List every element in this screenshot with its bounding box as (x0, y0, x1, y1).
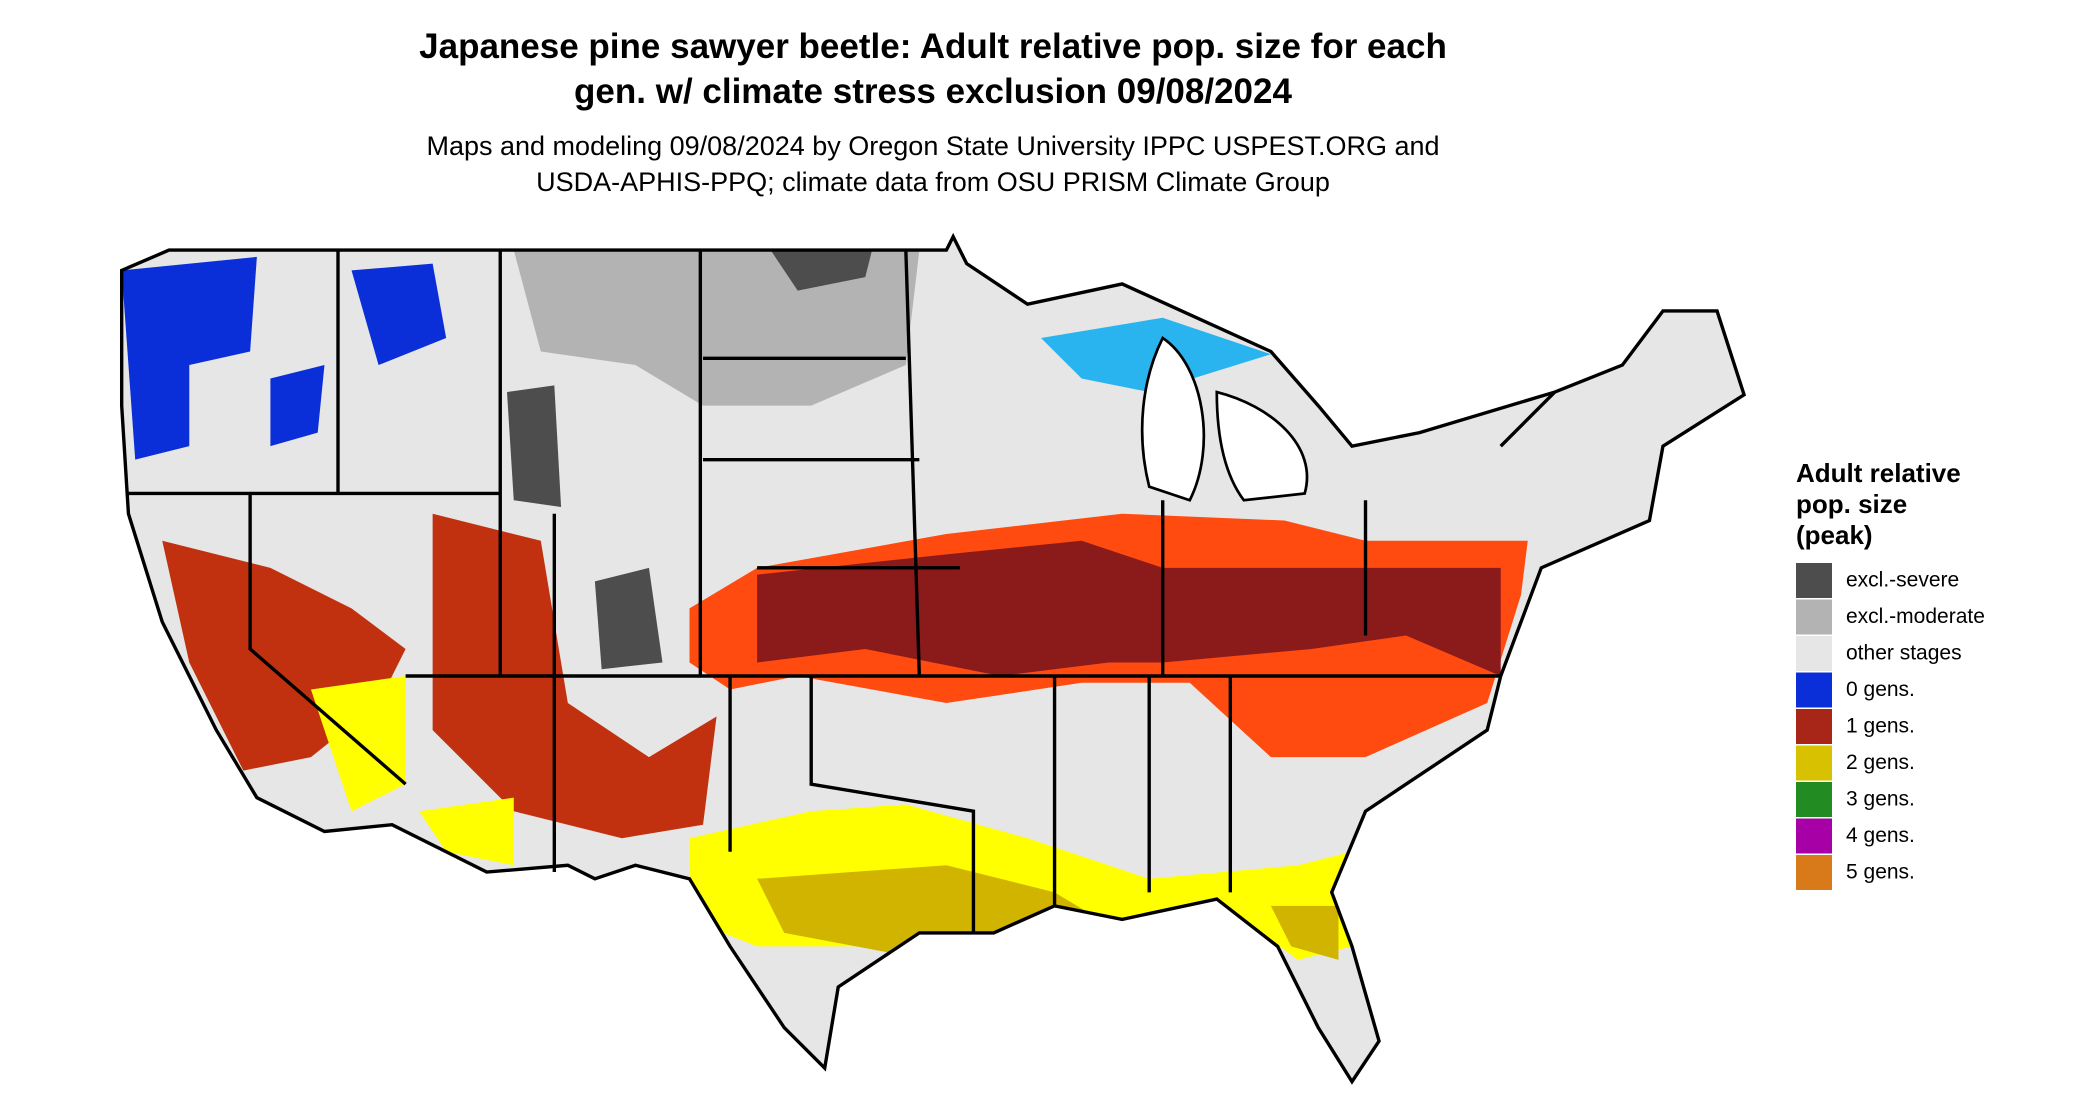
legend-swatch (1796, 855, 1832, 890)
great-lakes (1140, 336, 1309, 502)
subtitle-line: Maps and modeling 09/08/2024 by Oregon S… (426, 131, 1439, 161)
legend-label: 5 gens. (1846, 861, 1915, 884)
legend-label: excl.-moderate (1846, 605, 1985, 628)
legend-label: excl.-severe (1846, 569, 1959, 592)
title-line: gen. w/ climate stress exclusion 09/08/2… (574, 72, 1292, 111)
legend-swatch (1796, 563, 1832, 598)
legend-label: other stages (1846, 642, 1962, 665)
zone-yellow (310, 676, 1353, 960)
legend: Adult relative pop. size (peak) excl.-se… (1796, 458, 1985, 890)
legend-swatch (1796, 709, 1832, 744)
legend-swatch (1796, 782, 1832, 817)
legend-label: 2 gens. (1846, 751, 1915, 774)
legend-label: 0 gens. (1846, 678, 1915, 701)
legend-swatch (1796, 818, 1832, 854)
legend-swatch (1796, 636, 1832, 671)
legend-label: 4 gens. (1846, 824, 1915, 847)
legend-label: 1 gens. (1846, 715, 1915, 738)
zone-blue (121, 256, 447, 460)
subtitle-line: USDA-APHIS-PPQ; climate data from OSU PR… (536, 167, 1330, 197)
legend-label: 3 gens. (1846, 788, 1915, 811)
title-line: Japanese pine sawyer beetle: Adult relat… (419, 27, 1447, 66)
legend-swatch (1796, 672, 1832, 708)
legend-title-line: Adult relative (1796, 458, 1961, 488)
legend-swatch (1796, 599, 1832, 635)
legend-title-line: pop. size (1796, 489, 1907, 519)
legend-swatch (1796, 745, 1832, 781)
legend-items: excl.-severe excl.-moderate other stages 0 … (1796, 563, 1985, 890)
state-lines (119, 234, 1746, 1084)
zone-moderate (513, 250, 920, 406)
zone-darkred (757, 540, 1501, 676)
legend-title-line: (peak) (1796, 520, 1873, 550)
us-map (119, 234, 1746, 1084)
